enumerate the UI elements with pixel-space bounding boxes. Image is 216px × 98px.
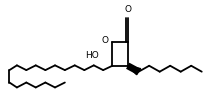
Text: HO: HO xyxy=(85,51,99,60)
Polygon shape xyxy=(128,66,141,75)
Text: O: O xyxy=(124,5,131,14)
Text: O: O xyxy=(102,36,108,45)
